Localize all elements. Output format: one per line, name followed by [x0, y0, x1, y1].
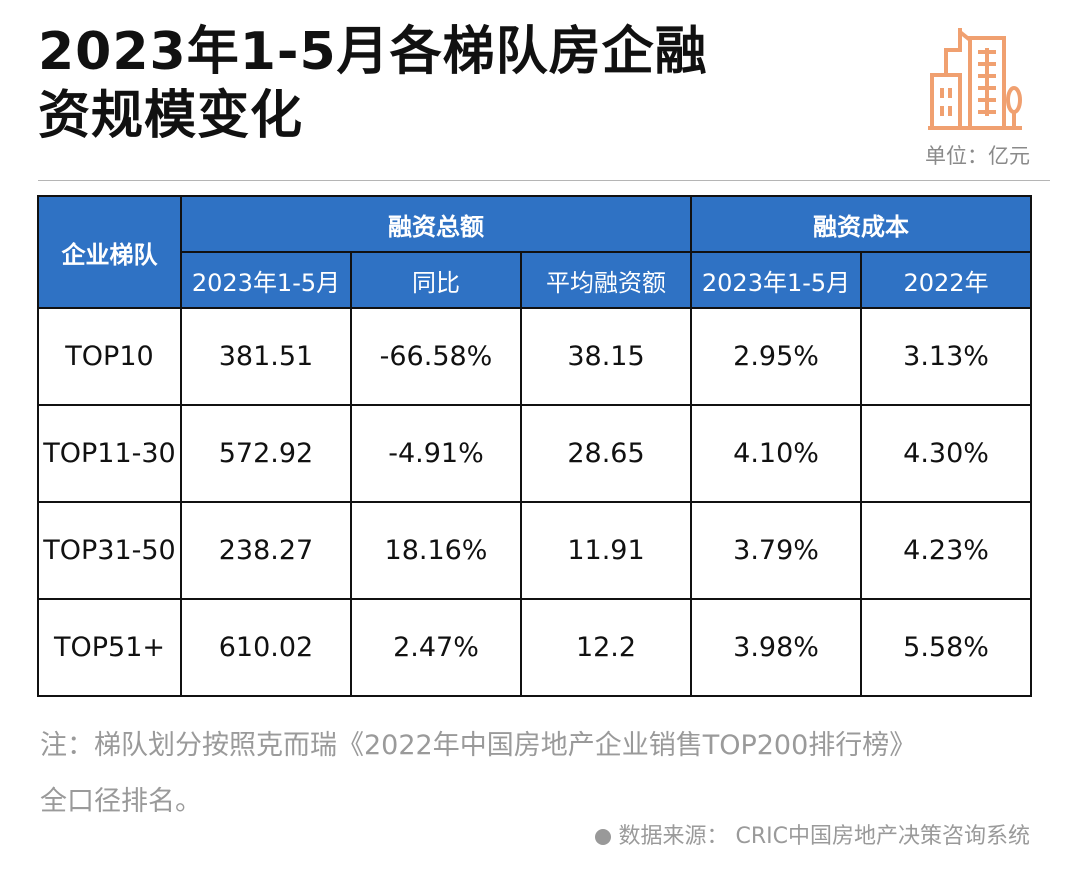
- group-header-total: 融资总额: [179, 195, 693, 253]
- table-cell: 3.13%: [860, 307, 1033, 406]
- table-cell: 572.92: [180, 404, 352, 503]
- table-cell: 610.02: [180, 598, 352, 697]
- table-cell: 5.58%: [860, 598, 1033, 697]
- unit-label: 单位：亿元: [925, 144, 1030, 168]
- table-cell: 4.10%: [690, 404, 863, 503]
- divider: [38, 180, 1050, 181]
- title-line-1: 2023年1-5月各梯队房企融: [38, 22, 708, 82]
- building-icon: [928, 28, 1022, 130]
- financing-table: 企业梯队 融资总额 融资成本 2023年1-5月 同比 平均融资额 2023年1…: [37, 195, 1033, 697]
- column-header: 2023年1-5月: [690, 251, 863, 309]
- column-header: 2023年1-5月: [180, 251, 352, 309]
- column-header: 平均融资额: [519, 251, 693, 309]
- table-row: TOP31-50 238.27 18.16% 11.91 3.79% 4.23%: [37, 501, 1033, 600]
- column-header: 同比: [350, 251, 522, 309]
- table-cell: 238.27: [180, 501, 352, 600]
- footnote: 注：梯队划分按照克而瑞《2022年中国房地产企业销售TOP200排行榜》 全口径…: [40, 718, 1040, 830]
- tier-cell: TOP31-50: [37, 501, 182, 600]
- bullet-icon: [594, 829, 611, 845]
- table-cell: 4.23%: [860, 501, 1033, 600]
- table-cell: 3.98%: [690, 598, 863, 697]
- page-title: 2023年1-5月各梯队房企融 资规模变化: [38, 20, 858, 148]
- table-cell: 12.2: [519, 598, 693, 697]
- table-cell: 2.47%: [350, 598, 522, 697]
- source-text: 数据来源： CRIC中国房地产决策咨询系统: [618, 824, 1031, 849]
- table-cell: 11.91: [519, 501, 693, 600]
- table-cell: 18.16%: [350, 501, 522, 600]
- table-cell: 2.95%: [690, 307, 863, 406]
- table-cell: -66.58%: [350, 307, 522, 406]
- table-row: TOP51+ 610.02 2.47% 12.2 3.98% 5.58%: [37, 598, 1033, 697]
- source-line: 数据来源： CRIC中国房地产决策咨询系统: [594, 818, 1031, 850]
- table-cell: 381.51: [180, 307, 352, 406]
- table-cell: 28.65: [519, 404, 693, 503]
- row-header-label: 企业梯队: [37, 195, 182, 309]
- tier-cell: TOP51+: [37, 598, 182, 697]
- tier-cell: TOP11-30: [37, 404, 182, 503]
- column-header: 2022年: [860, 251, 1033, 309]
- tier-cell: TOP10: [37, 307, 182, 406]
- footnote-line-1: 注：梯队划分按照克而瑞《2022年中国房地产企业销售TOP200排行榜》: [40, 730, 917, 761]
- title-line-2: 资规模变化: [38, 86, 304, 146]
- table-row: TOP10 381.51 -66.58% 38.15 2.95% 3.13%: [37, 307, 1033, 406]
- table-cell: 38.15: [519, 307, 693, 406]
- table-cell: 3.79%: [690, 501, 863, 600]
- table-cell: 4.30%: [860, 404, 1033, 503]
- table-row: TOP11-30 572.92 -4.91% 28.65 4.10% 4.30%: [37, 404, 1033, 503]
- table-cell: -4.91%: [350, 404, 522, 503]
- footnote-line-2: 全口径排名。: [40, 786, 202, 817]
- group-header-cost: 融资成本: [690, 195, 1033, 253]
